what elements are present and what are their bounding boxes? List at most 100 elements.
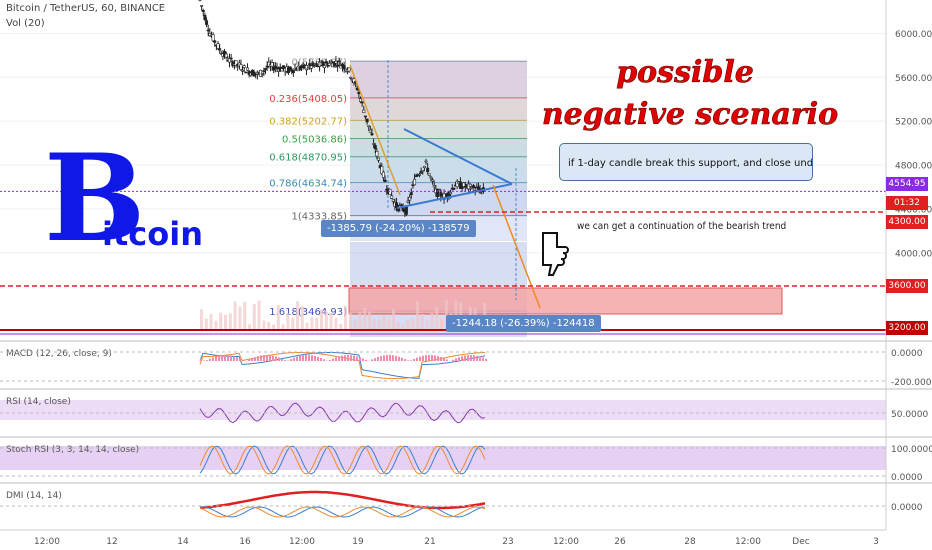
volume-bar [368, 311, 371, 330]
candle-body [401, 207, 405, 211]
candle-body [241, 69, 245, 72]
volume-bar [387, 318, 391, 330]
candle-body [355, 87, 359, 90]
macd-histogram-bar [344, 355, 346, 361]
volume-bar [281, 324, 285, 330]
candle-body [408, 197, 412, 201]
time-tick: 14 [177, 537, 189, 547]
volume-bar [204, 318, 208, 330]
candle-body [329, 61, 333, 64]
volume-bar [243, 301, 247, 330]
time-tick: 3 [873, 537, 879, 547]
candle-body [342, 65, 346, 70]
volume-bar [315, 317, 319, 330]
candle-body [322, 65, 326, 69]
volume-bar [238, 306, 242, 330]
candle-body [413, 178, 417, 186]
volume-bar [262, 320, 266, 330]
indicator-tick: 100.0000 [891, 445, 932, 455]
macd-histogram-bar [296, 356, 298, 361]
candle-body [275, 67, 279, 69]
candle-body [404, 206, 408, 215]
macd-histogram-bar [365, 359, 367, 361]
indicator-line [199, 506, 486, 518]
candle-body [291, 70, 295, 74]
candle-body [435, 188, 439, 197]
volume-bar [291, 317, 295, 330]
drawings[interactable] [0, 64, 886, 335]
time-tick: 21 [424, 537, 435, 547]
candle-body [360, 101, 364, 104]
macd-histogram-bar [308, 355, 310, 361]
macd-histogram-bar [350, 355, 352, 361]
macd-histogram-bar [275, 356, 277, 361]
candle-body [216, 43, 220, 49]
indicator-line [199, 490, 486, 510]
macd-histogram-bar [230, 355, 232, 361]
candle-body [406, 200, 410, 203]
support-callout[interactable]: if 1-day candle break this support, and … [559, 143, 813, 181]
volume-bar [363, 308, 367, 330]
fib-band [350, 61, 527, 98]
macd-histogram-bar [452, 359, 454, 361]
price-tick: 6000.00 [895, 30, 932, 40]
macd-histogram-bar [233, 356, 235, 361]
macd-histogram-bar [299, 355, 301, 361]
macd-histogram-bar [419, 356, 421, 361]
price-marker-2: 4300.00 [886, 215, 928, 229]
macd-histogram-bar [284, 360, 286, 361]
candle-body [203, 14, 207, 21]
measure-label-2: -1244.18 (-26.39%) -124418 [446, 315, 601, 332]
volume-bar [435, 306, 439, 330]
candle-body [363, 115, 367, 118]
macd-histogram-bar [218, 355, 220, 361]
volume-bar [324, 311, 328, 330]
macd-histogram-bar [356, 356, 358, 361]
macd-histogram-bar [260, 355, 262, 361]
macd-histogram-bar [209, 358, 211, 361]
candle-body [313, 65, 317, 67]
candle-body [383, 179, 387, 183]
indicator-label: Stoch RSI (3, 3, 14, 14, close) [6, 445, 139, 455]
candle-body [314, 63, 318, 65]
macd-histogram-bar [404, 359, 406, 361]
candle-body [399, 204, 403, 207]
macd-histogram-bar [395, 355, 397, 361]
target-zone [348, 287, 783, 315]
macd-histogram-bar [476, 355, 478, 361]
indicator-label: MACD (12, 26, close, 9) [6, 349, 112, 359]
macd-histogram-bar [263, 355, 265, 361]
candle-body [375, 150, 379, 157]
volume-bar [267, 321, 271, 330]
time-tick: 23 [502, 537, 513, 547]
macd-histogram-bar [386, 355, 388, 361]
macd-histogram-bar [281, 358, 283, 361]
macd-histogram-bar [407, 360, 409, 361]
macd-histogram-bar [425, 355, 427, 361]
indicator-panes: MACD (12, 26, close, 9) 0.0000 -200.0000 RS… [0, 340, 932, 518]
candle-body [409, 192, 413, 195]
fib-label: 0.5(5036.86) [282, 135, 347, 146]
indicator-line [199, 506, 486, 518]
volume-bar [305, 322, 309, 330]
macd-histogram-bar [254, 357, 256, 361]
indicator-line [199, 445, 486, 475]
bitcoin-b-icon: B [44, 128, 145, 269]
candle-body [373, 144, 377, 150]
candle-body [327, 62, 331, 66]
continuation-note: we can get a continuation of the bearish… [577, 221, 787, 232]
indicator-tick: -200.0000 [891, 378, 932, 388]
candle-body [260, 72, 264, 75]
volume-bar [392, 309, 395, 330]
candle-body [239, 64, 243, 70]
volume-bar [372, 319, 376, 330]
fib-label: 0.236(5408.05) [269, 94, 347, 105]
macd-histogram-bar [257, 356, 259, 361]
candle-body [336, 64, 340, 67]
macd-histogram-bar [287, 360, 289, 361]
volume-bar [276, 305, 280, 330]
candle-body [431, 179, 435, 182]
macd-histogram-bar [269, 355, 271, 361]
volume-bar [300, 306, 304, 330]
